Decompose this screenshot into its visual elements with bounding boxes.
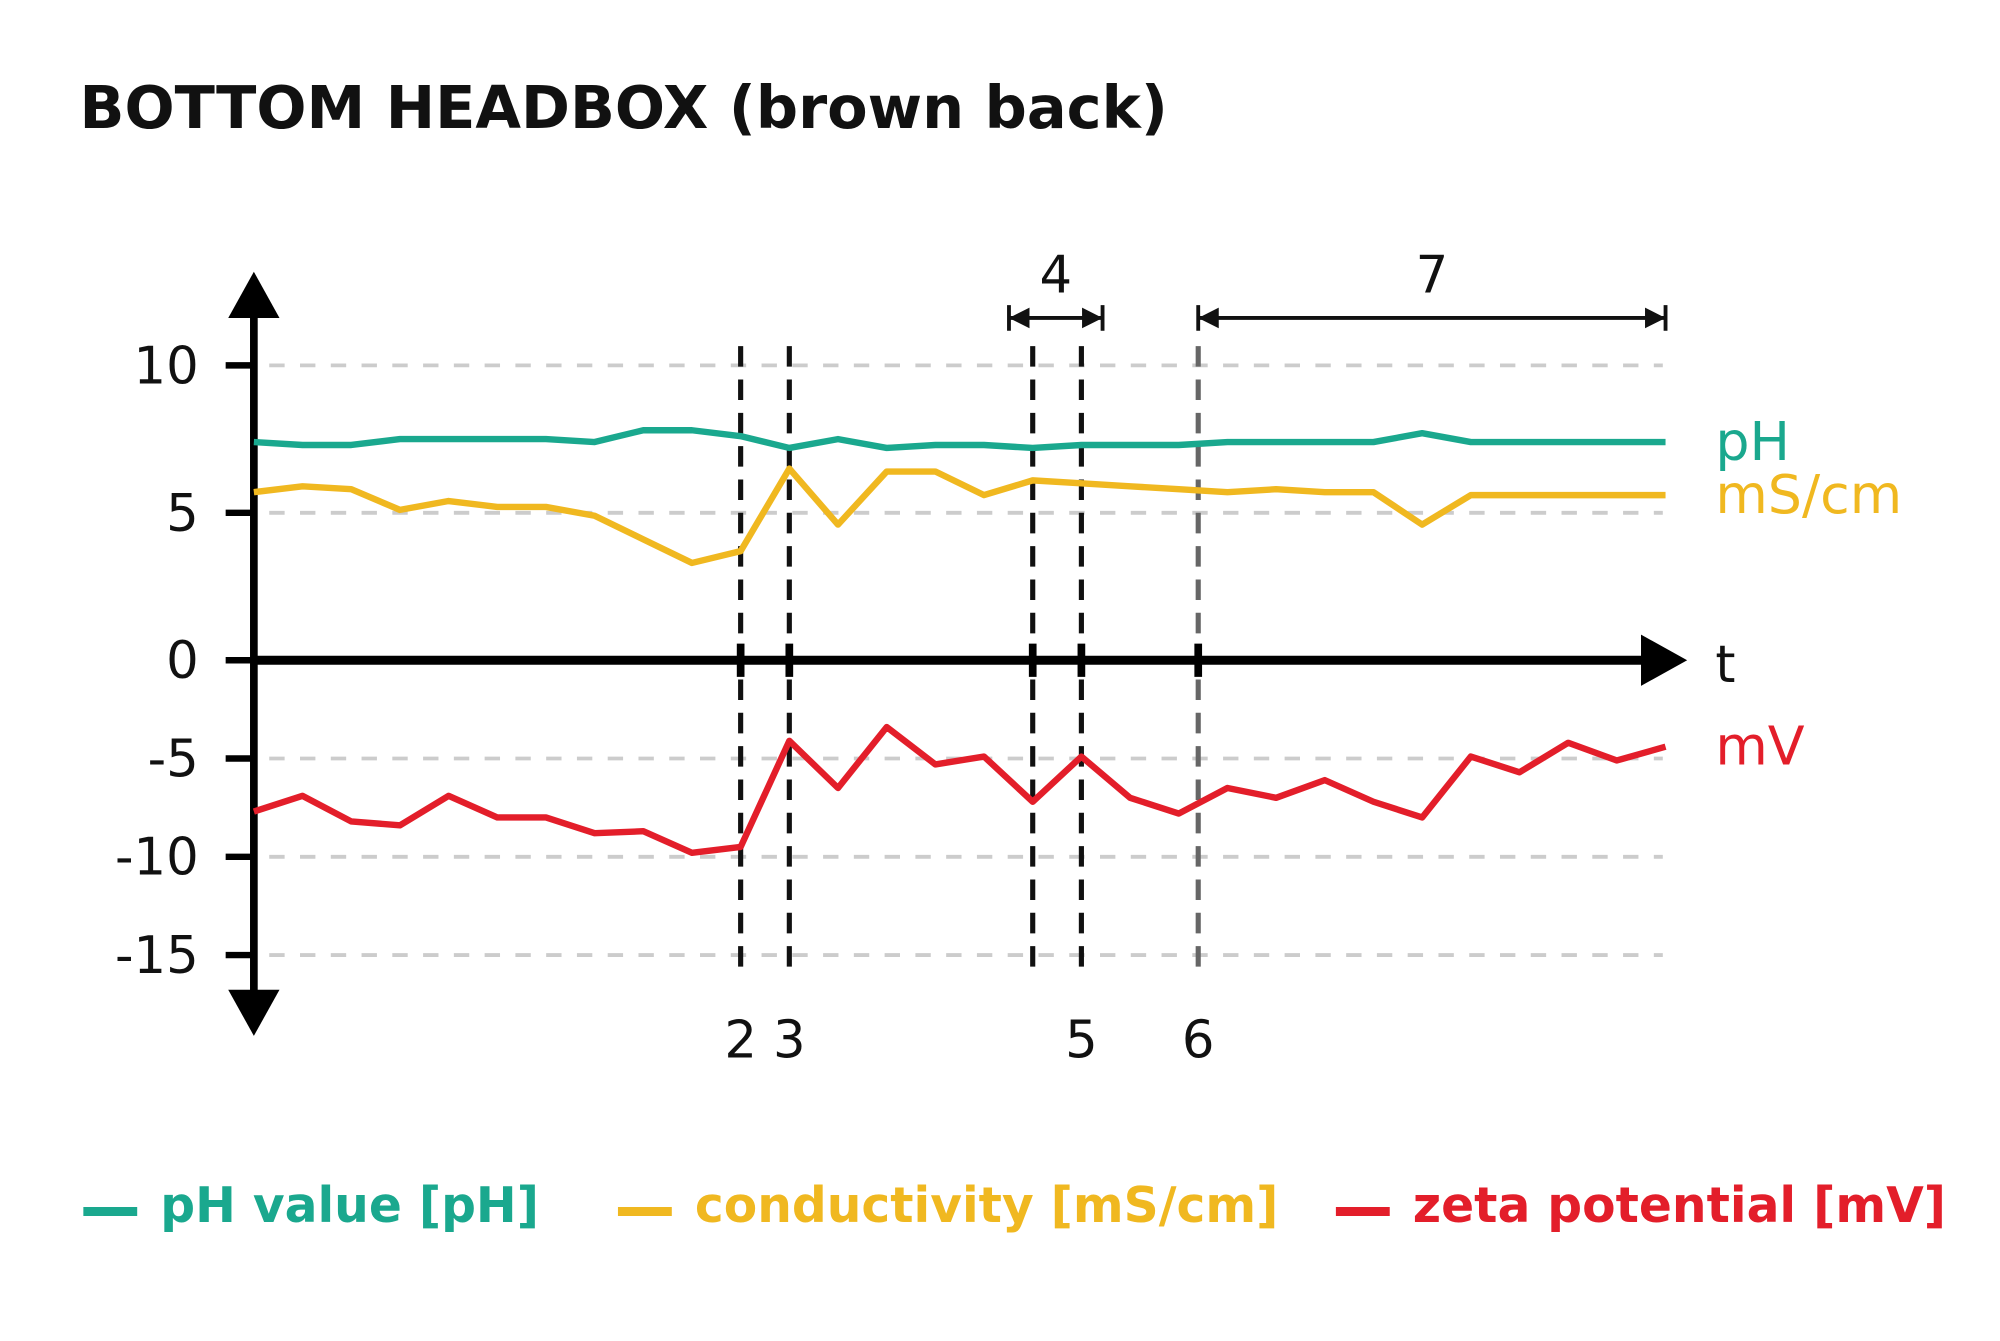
span-arrow-head [1008,307,1030,329]
span-label: 7 [1416,245,1449,305]
series-end-label: pH [1715,410,1790,473]
axes: t [228,271,1735,1036]
y-tick-label: 10 [133,336,198,396]
y-axis-down-arrow [228,989,280,1036]
y-ticks: 10 5 0 -5 -10 -15 [115,336,254,986]
y-axis-up-arrow [228,271,280,318]
span-arrow-head [1198,307,1219,329]
span-label: 4 [1039,245,1072,305]
chart-title: BOTTOM HEADBOX (brown back) [80,73,1168,142]
y-tick-label: -10 [115,828,199,888]
legend-label: pH value [pH] [160,1178,539,1234]
legend-label: zeta potential [mV] [1413,1178,1946,1234]
series-end-label: mV [1715,715,1804,778]
series-end-label: mS/cm [1715,463,1902,526]
y-tick-label: -15 [115,926,199,986]
legend: pH value [pH] conductivity [mS/cm] zeta po… [83,1178,1946,1234]
series-line [252,723,1667,857]
y-tick-label: 5 [166,484,199,544]
y-tick-label: -5 [148,729,199,789]
x-axis-arrow [1641,634,1688,686]
span-arrow-head [1082,307,1103,329]
event-marker-label: 6 [1182,1011,1215,1071]
legend-label: conductivity [mS/cm] [695,1178,1279,1234]
event-marker-label: 5 [1065,1011,1098,1071]
event-marker-label: 2 [724,1011,757,1071]
y-tick-label: 0 [166,631,199,691]
series-line [253,465,1666,567]
x-axis-label: t [1715,635,1735,695]
series-line [253,427,1666,452]
span-arrow-head [1645,307,1666,329]
event-marker-label: 3 [773,1011,806,1071]
